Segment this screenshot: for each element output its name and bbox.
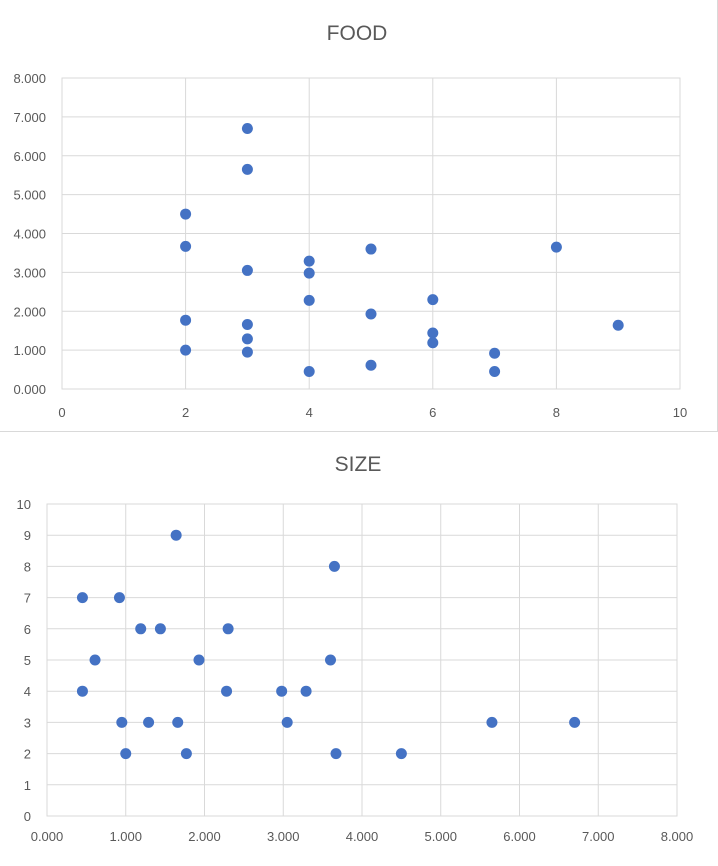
food-ytick-label: 5.000 [13,188,46,203]
size-xtick-label: 7.000 [582,829,615,844]
food-data-point [427,337,439,349]
food-data-point [489,366,501,378]
size-ytick-label: 0 [24,809,31,824]
size-xtick-label: 2.000 [188,829,221,844]
food-data-point [241,333,253,345]
food-data-point [550,241,562,253]
size-ytick-label: 3 [24,715,31,730]
food-data-point [180,314,192,326]
food-ytick-label: 8.000 [13,71,46,86]
size-data-point [330,748,342,760]
food-xtick-label: 8 [553,405,560,420]
size-chart-svg: SIZE 0.000 1.000 2.000 3.000 4.000 5.000 6.000… [17,453,694,844]
size-xtick-label: 0.000 [31,829,64,844]
size-ytick-label: 7 [24,591,31,606]
size-ytick-label: 6 [24,622,31,637]
size-chart: SIZE 0.000 1.000 2.000 3.000 4.000 5.000 6.000… [0,436,718,866]
food-ytick-label: 2.000 [13,304,46,319]
food-xtick-label: 10 [673,405,687,420]
food-data-point [241,163,253,175]
size-data-point [325,654,336,666]
food-data-point [489,347,501,359]
size-data-point [300,685,312,697]
food-data-point [180,208,192,220]
size-data-point [76,685,88,697]
size-ytick-label: 8 [24,559,31,574]
food-data-point [303,366,315,378]
food-ytick-label: 6.000 [13,149,46,164]
size-data-point [135,623,147,635]
size-xtick-label: 6.000 [503,829,536,844]
food-data-point [241,318,253,330]
food-data-point [241,264,253,276]
food-xtick-label: 2 [182,405,189,420]
size-data-point [486,716,498,728]
size-data-point [569,716,581,728]
size-data-point [116,716,128,728]
food-xtick-label: 0 [58,405,65,420]
food-ytick-label: 4.000 [13,227,46,242]
size-xtick-label: 5.000 [424,829,457,844]
food-data-point [427,327,439,339]
food-data-point [427,294,439,306]
size-data-point [193,654,205,666]
size-xtick-label: 4.000 [346,829,379,844]
food-data-point [365,359,377,371]
food-data-point [303,255,315,267]
size-ytick-label: 5 [24,653,31,668]
size-data-point [180,748,192,760]
size-xtick-label: 8.000 [661,829,694,844]
food-data-point [241,346,253,358]
size-data-point [276,685,288,697]
size-ytick-label: 9 [24,528,31,543]
food-data-point [303,294,315,306]
food-ytick-label: 3.000 [13,265,46,280]
food-data-point [612,319,624,331]
size-data-point [113,592,125,604]
size-data-point [154,623,166,635]
size-data-point [222,623,234,635]
size-xtick-label: 3.000 [267,829,300,844]
size-data-point [172,716,184,728]
food-data-point [365,243,377,255]
food-chart: FOOD 0 2 4 6 8 10 0.000 1.000 2.000 3.000 4.000 5.0… [0,0,718,432]
size-data-point [221,685,233,697]
food-ytick-label: 1.000 [13,343,46,358]
food-chart-title: FOOD [327,22,388,45]
size-ytick-label: 4 [24,684,31,699]
size-data-point [170,529,182,541]
food-data-point [365,308,377,320]
size-data-point [143,716,155,728]
size-xtick-label: 1.000 [109,829,142,844]
size-ytick-label: 1 [24,778,31,793]
size-chart-title: SIZE [335,453,382,476]
size-data-point [328,560,340,572]
food-xtick-label: 4 [306,405,313,420]
food-chart-svg: FOOD 0 2 4 6 8 10 0.000 1.000 2.000 3.000 4.000 5.0… [13,22,687,420]
size-data-point [395,748,407,760]
size-ytick-label: 10 [17,497,31,512]
size-data-point [89,654,101,666]
food-xtick-label: 6 [429,405,436,420]
food-ytick-label: 0.000 [13,382,46,397]
size-data-point [76,592,88,604]
size-data-point [120,748,132,760]
food-data-point [303,267,315,279]
food-data-point [180,344,192,356]
size-ytick-label: 2 [24,747,31,762]
food-data-point [180,240,192,252]
food-ytick-label: 7.000 [13,110,46,125]
food-data-point [241,123,253,135]
size-data-point [281,716,293,728]
